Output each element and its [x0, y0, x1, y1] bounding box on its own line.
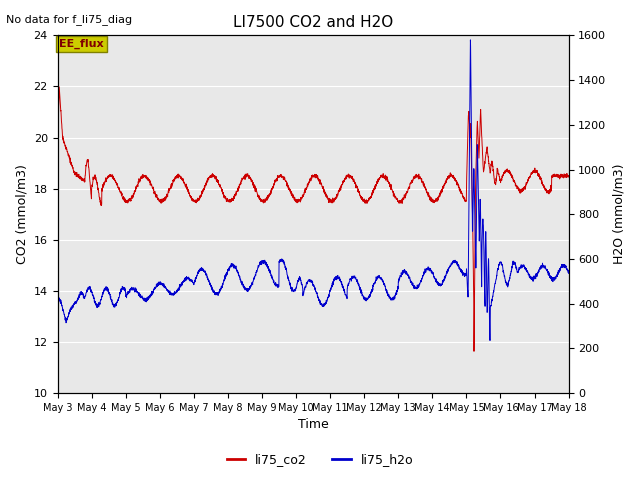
Text: No data for f_li75_diag: No data for f_li75_diag: [6, 14, 132, 25]
X-axis label: Time: Time: [298, 419, 328, 432]
Y-axis label: H2O (mmol/m3): H2O (mmol/m3): [612, 164, 625, 264]
Legend: li75_co2, li75_h2o: li75_co2, li75_h2o: [221, 448, 419, 471]
Text: EE_flux: EE_flux: [60, 39, 104, 49]
Title: LI7500 CO2 and H2O: LI7500 CO2 and H2O: [233, 15, 393, 30]
Y-axis label: CO2 (mmol/m3): CO2 (mmol/m3): [15, 164, 28, 264]
